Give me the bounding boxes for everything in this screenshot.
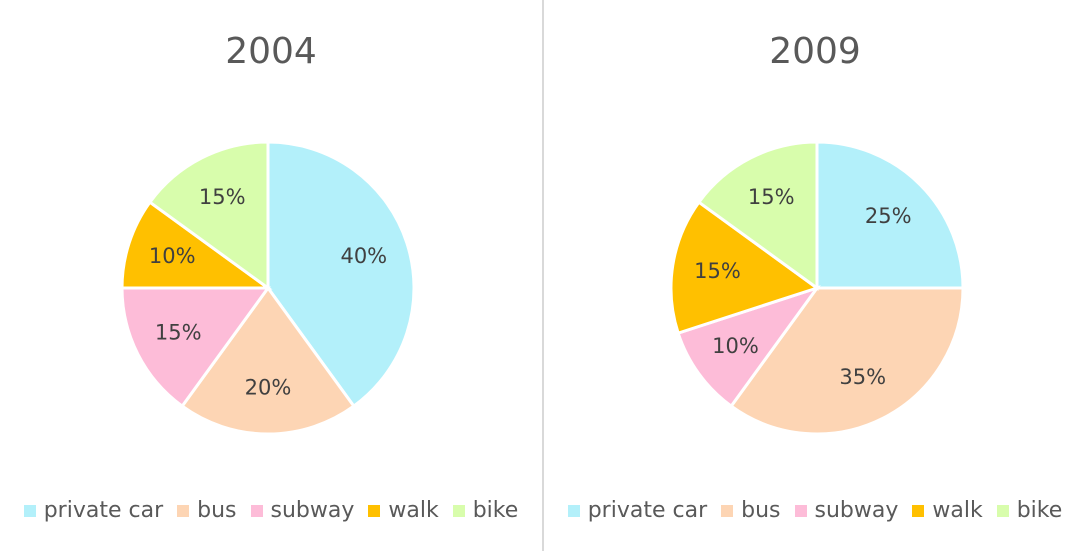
- legend-swatch: [567, 504, 580, 517]
- pie-slice-subway: [676, 285, 821, 409]
- legend-swatch: [250, 504, 263, 517]
- data-label-bus: 20%: [245, 376, 292, 400]
- legend-item-walk: walk: [912, 498, 983, 523]
- legend-label: private car: [43, 498, 164, 523]
- legend-swatch: [23, 504, 36, 517]
- data-label-walk: 10%: [149, 244, 196, 268]
- legend-item-bus: bus: [177, 498, 237, 523]
- legend-label: bike: [472, 498, 519, 523]
- legend-swatch: [996, 504, 1009, 517]
- legend-item-bus: bus: [721, 498, 781, 523]
- legend-swatch: [912, 504, 925, 517]
- chart-title: 2004: [225, 31, 317, 72]
- pie-slice-walk: [120, 200, 273, 290]
- legend-label: subway: [814, 498, 899, 523]
- pie-slice-walk: [669, 200, 821, 336]
- legend-swatch: [794, 504, 807, 517]
- data-label-bus: 35%: [839, 365, 886, 389]
- legend-item-subway: subway: [250, 498, 355, 523]
- legend-swatch: [452, 504, 465, 517]
- legend-label: private car: [587, 498, 708, 523]
- legend-label: subway: [270, 498, 355, 523]
- data-label-private-car: 25%: [865, 204, 912, 228]
- legend-swatch: [721, 504, 734, 517]
- legend-item-private-car: private car: [23, 498, 164, 523]
- chart-title: 2009: [769, 31, 861, 72]
- data-label-subway: 10%: [712, 334, 759, 358]
- pie-slice-bus: [729, 286, 965, 436]
- legend-item-private-car: private car: [567, 498, 708, 523]
- pie-slice-private-car: [815, 140, 965, 290]
- data-label-walk: 15%: [694, 259, 741, 283]
- legend-swatch: [368, 504, 381, 517]
- panel-divider: [542, 0, 544, 551]
- legend-label: walk: [388, 498, 439, 523]
- pie-slice-bike: [696, 140, 819, 291]
- legend-label: walk: [932, 498, 983, 523]
- legend-item-bike: bike: [996, 498, 1063, 523]
- legend-label: bus: [197, 498, 237, 523]
- legend-label: bike: [1016, 498, 1063, 523]
- pie-slice-bike: [147, 140, 270, 291]
- chart-panel-2004: 2004 40% 20% 15% 10% 15% private car bus subwa…: [0, 31, 542, 523]
- data-label-private-car: 40%: [340, 244, 387, 268]
- pie-slice-subway: [120, 286, 271, 409]
- data-label-subway: 15%: [155, 321, 202, 345]
- legend-2009: private car bus subway walk bike: [544, 498, 1080, 523]
- pie-slice-private-car: [266, 140, 416, 409]
- data-label-bike: 15%: [748, 185, 795, 209]
- legend-item-bike: bike: [452, 498, 519, 523]
- legend-2004: private car bus subway walk bike: [0, 498, 542, 523]
- chart-panel-2009: 2009 25% 35% 10% 15% 15% private car bus subwa…: [544, 0, 1080, 551]
- pie-chart-2004: 40% 20% 15% 10% 15%: [120, 140, 416, 436]
- legend-label: bus: [741, 498, 781, 523]
- pie-slice-bus: [180, 285, 356, 436]
- legend-item-subway: subway: [794, 498, 899, 523]
- data-label-bike: 15%: [199, 185, 246, 209]
- pie-chart-2009: 25% 35% 10% 15% 15%: [669, 140, 965, 436]
- legend-swatch: [177, 504, 190, 517]
- legend-item-walk: walk: [368, 498, 439, 523]
